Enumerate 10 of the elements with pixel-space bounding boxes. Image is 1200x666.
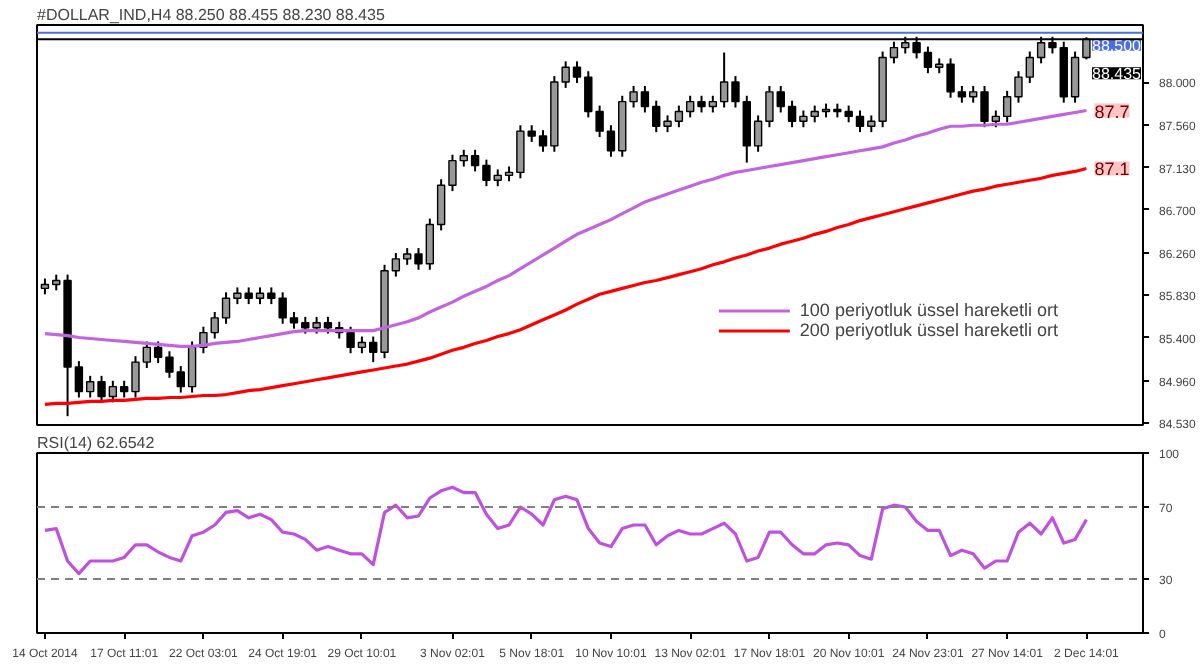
ref-line-label: 88.435	[1092, 65, 1143, 84]
text: 87.1	[1094, 159, 1130, 180]
ref-line-label: 88.500	[1092, 36, 1143, 55]
chart-title: #DOLLAR_IND,H4 88.250 88.455 88.230 88.435	[37, 6, 386, 24]
chart-title: RSI(14) 62.6542	[37, 434, 156, 452]
text: 87.7	[1094, 101, 1130, 122]
line-series	[43, 166, 1088, 406]
legend-label: 100 periyotluk üssel hareketli ort	[799, 300, 1058, 320]
line-series	[43, 485, 1088, 576]
legend-label: 200 periyotluk üssel hareketli ort	[799, 320, 1058, 340]
